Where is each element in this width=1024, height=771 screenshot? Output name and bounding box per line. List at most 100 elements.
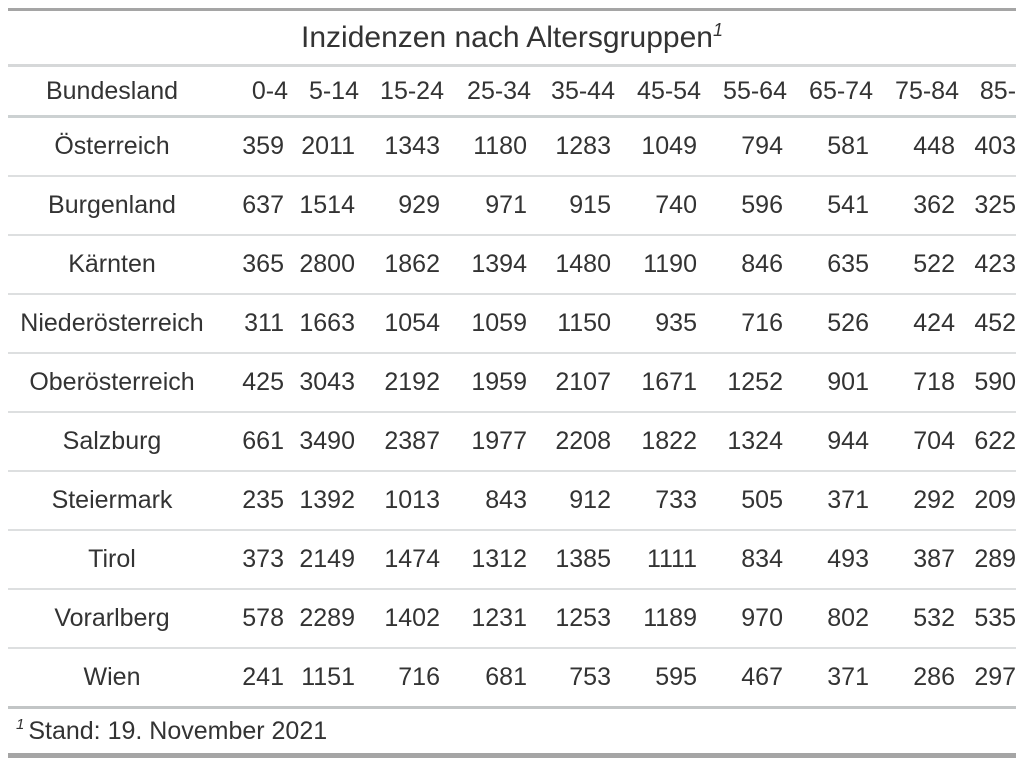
- cell: 387: [873, 530, 959, 590]
- cell: 2192: [359, 353, 444, 413]
- cell: 753: [531, 648, 615, 709]
- cell: 622: [959, 412, 1017, 472]
- cell: 970: [701, 589, 787, 649]
- cell: 1959: [444, 353, 531, 413]
- col-header-age-45-54: 45-54: [615, 65, 701, 118]
- col-header-age-25-34: 25-34: [444, 65, 531, 118]
- cell: 448: [873, 116, 959, 177]
- cell: 733: [615, 471, 701, 531]
- row-label: Wien: [8, 648, 216, 709]
- cell: 1231: [444, 589, 531, 649]
- cell: 846: [701, 235, 787, 295]
- table-row: Wien 241 1151 716 681 753 595 467 371 286 297: [8, 648, 1017, 709]
- table-row: Burgenland 637 1514 929 971 915 740 596 541 362 32…: [8, 176, 1017, 236]
- cell: 1059: [444, 294, 531, 354]
- cell: 311: [216, 294, 288, 354]
- cell: 286: [873, 648, 959, 709]
- cell: 1189: [615, 589, 701, 649]
- cell: 425: [216, 353, 288, 413]
- footnote-marker: 1: [16, 716, 25, 734]
- cell: 1385: [531, 530, 615, 590]
- cell: 596: [701, 176, 787, 236]
- row-label: Steiermark: [8, 471, 216, 531]
- cell: 2387: [359, 412, 444, 472]
- cell: 1111: [615, 530, 701, 590]
- table-row: Österreich 359 2011 1343 1180 1283 1049 794 581 4…: [8, 116, 1017, 177]
- row-label: Niederösterreich: [8, 294, 216, 354]
- cell: 493: [787, 530, 873, 590]
- incidence-table-card: Inzidenzen nach Altersgruppen 1 Bundeslan…: [8, 8, 1017, 758]
- col-header-age-5-14: 5-14: [288, 65, 359, 118]
- cell: 1343: [359, 116, 444, 177]
- cell: 424: [873, 294, 959, 354]
- cell: 912: [531, 471, 615, 531]
- cell: 371: [787, 648, 873, 709]
- cell: 403: [959, 116, 1017, 177]
- cell: 843: [444, 471, 531, 531]
- col-header-age-15-24: 15-24: [359, 65, 444, 118]
- table-title-text: Inzidenzen nach Altersgruppen: [301, 20, 713, 54]
- table-body: Österreich 359 2011 1343 1180 1283 1049 794 581 4…: [8, 116, 1017, 709]
- cell: 635: [787, 235, 873, 295]
- cell: 3490: [288, 412, 359, 472]
- cell: 718: [873, 353, 959, 413]
- table-row: Niederösterreich 311 1663 1054 1059 1150 935 71…: [8, 294, 1017, 354]
- cell: 209: [959, 471, 1017, 531]
- cell: 901: [787, 353, 873, 413]
- cell: 2107: [531, 353, 615, 413]
- row-label: Tirol: [8, 530, 216, 590]
- cell: 590: [959, 353, 1017, 413]
- cell: 371: [787, 471, 873, 531]
- incidence-table: Inzidenzen nach Altersgruppen 1 Bundeslan…: [8, 11, 1017, 753]
- row-label: Burgenland: [8, 176, 216, 236]
- cell: 1392: [288, 471, 359, 531]
- cell: 3043: [288, 353, 359, 413]
- cell: 535: [959, 589, 1017, 649]
- cell: 1480: [531, 235, 615, 295]
- cell: 929: [359, 176, 444, 236]
- cell: 834: [701, 530, 787, 590]
- col-header-age-0-4: 0-4: [216, 65, 288, 118]
- col-header-age-75-84: 75-84: [873, 65, 959, 118]
- cell: 365: [216, 235, 288, 295]
- header-row: Bundesland 0-4 5-14 15-24 25-34 35-44 45-54 55-…: [8, 65, 1017, 118]
- table-row: Steiermark 235 1392 1013 843 912 733 505 371 292 2…: [8, 471, 1017, 531]
- cell: 1180: [444, 116, 531, 177]
- cell: 915: [531, 176, 615, 236]
- cell: 794: [701, 116, 787, 177]
- cell: 1190: [615, 235, 701, 295]
- cell: 235: [216, 471, 288, 531]
- cell: 452: [959, 294, 1017, 354]
- cell: 1049: [615, 116, 701, 177]
- cell: 1150: [531, 294, 615, 354]
- row-label: Österreich: [8, 116, 216, 177]
- cell: 2800: [288, 235, 359, 295]
- row-label: Salzburg: [8, 412, 216, 472]
- cell: 1862: [359, 235, 444, 295]
- cell: 716: [701, 294, 787, 354]
- row-label: Oberösterreich: [8, 353, 216, 413]
- cell: 1283: [531, 116, 615, 177]
- cell: 1514: [288, 176, 359, 236]
- cell: 1671: [615, 353, 701, 413]
- cell: 971: [444, 176, 531, 236]
- col-header-bundesland: Bundesland: [8, 65, 216, 118]
- col-header-age-35-44: 35-44: [531, 65, 615, 118]
- cell: 325: [959, 176, 1017, 236]
- cell: 740: [615, 176, 701, 236]
- cell: 1474: [359, 530, 444, 590]
- cell: 1822: [615, 412, 701, 472]
- cell: 935: [615, 294, 701, 354]
- row-label: Kärnten: [8, 235, 216, 295]
- cell: 362: [873, 176, 959, 236]
- cell: 2011: [288, 116, 359, 177]
- col-header-age-85-: 85-: [959, 65, 1017, 118]
- cell: 423: [959, 235, 1017, 295]
- row-label: Vorarlberg: [8, 589, 216, 649]
- cell: 541: [787, 176, 873, 236]
- cell: 1394: [444, 235, 531, 295]
- table-row: Vorarlberg 578 2289 1402 1231 1253 1189 970 802 5…: [8, 589, 1017, 649]
- cell: 505: [701, 471, 787, 531]
- cell: 1663: [288, 294, 359, 354]
- cell: 1324: [701, 412, 787, 472]
